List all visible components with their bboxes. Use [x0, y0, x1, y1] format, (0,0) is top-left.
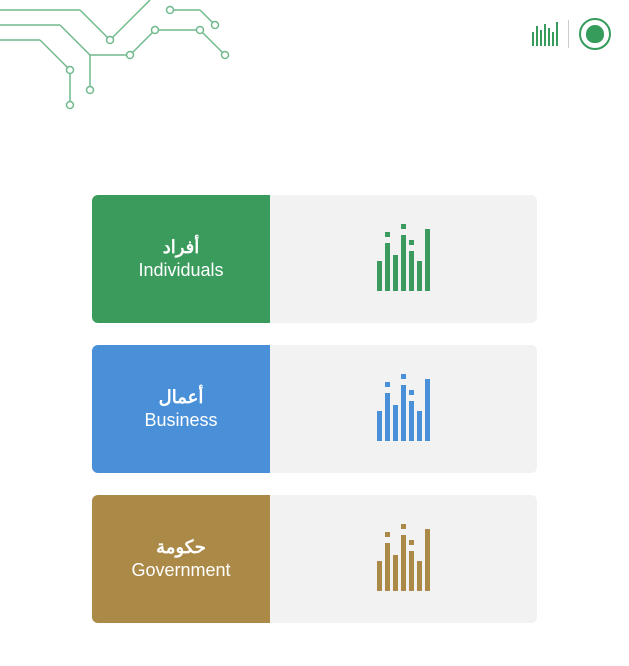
card-logo-panel: [270, 195, 537, 323]
card-label-english: Business: [144, 410, 217, 431]
absher-logo-icon: [377, 227, 430, 291]
service-card-government[interactable]: حكومةGovernment: [92, 495, 537, 623]
card-logo-panel: [270, 495, 537, 623]
card-label-panel: أعمالBusiness: [92, 345, 270, 473]
card-label-english: Individuals: [138, 260, 223, 281]
service-cards-container: أفرادIndividuals أعمالBusiness حكومةGovern…: [92, 195, 537, 623]
absher-mini-logo-icon: [532, 22, 559, 46]
card-label-arabic: حكومة: [156, 537, 206, 558]
logo-divider: [568, 20, 569, 48]
card-label-english: Government: [131, 560, 230, 581]
circuit-decoration: [0, 0, 260, 130]
absher-logo-icon: [377, 527, 430, 591]
saudi-emblem-icon: [579, 18, 611, 50]
service-card-business[interactable]: أعمالBusiness: [92, 345, 537, 473]
service-card-individuals[interactable]: أفرادIndividuals: [92, 195, 537, 323]
card-logo-panel: [270, 345, 537, 473]
card-label-arabic: أعمال: [159, 387, 204, 408]
header-logos: [532, 18, 612, 50]
absher-logo-icon: [377, 377, 430, 441]
card-label-panel: حكومةGovernment: [92, 495, 270, 623]
card-label-arabic: أفراد: [163, 237, 200, 258]
card-label-panel: أفرادIndividuals: [92, 195, 270, 323]
